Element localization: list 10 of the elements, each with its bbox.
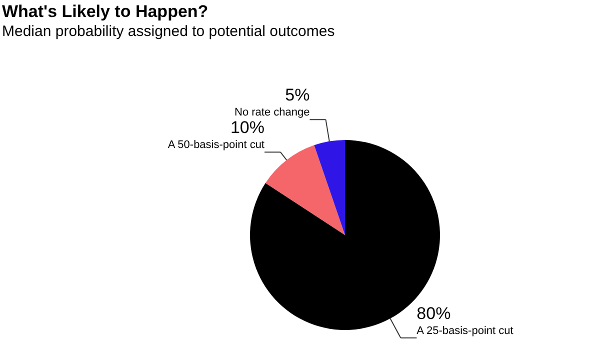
pie-slice bbox=[265, 145, 345, 235]
data-label: 5% bbox=[285, 86, 310, 105]
pie-slice bbox=[314, 140, 345, 235]
slice-label: A 50-basis-point cut bbox=[168, 139, 265, 152]
data-label: 80% bbox=[416, 304, 451, 323]
slice-label: A 25-basis-point cut bbox=[416, 324, 514, 337]
data-label: 10% bbox=[230, 118, 265, 138]
chart-subtitle: Median probability assigned to potential outcomes bbox=[2, 23, 335, 40]
slice-label: No rate change bbox=[234, 106, 310, 119]
chart-title: What's Likely to Happen? bbox=[2, 2, 208, 21]
